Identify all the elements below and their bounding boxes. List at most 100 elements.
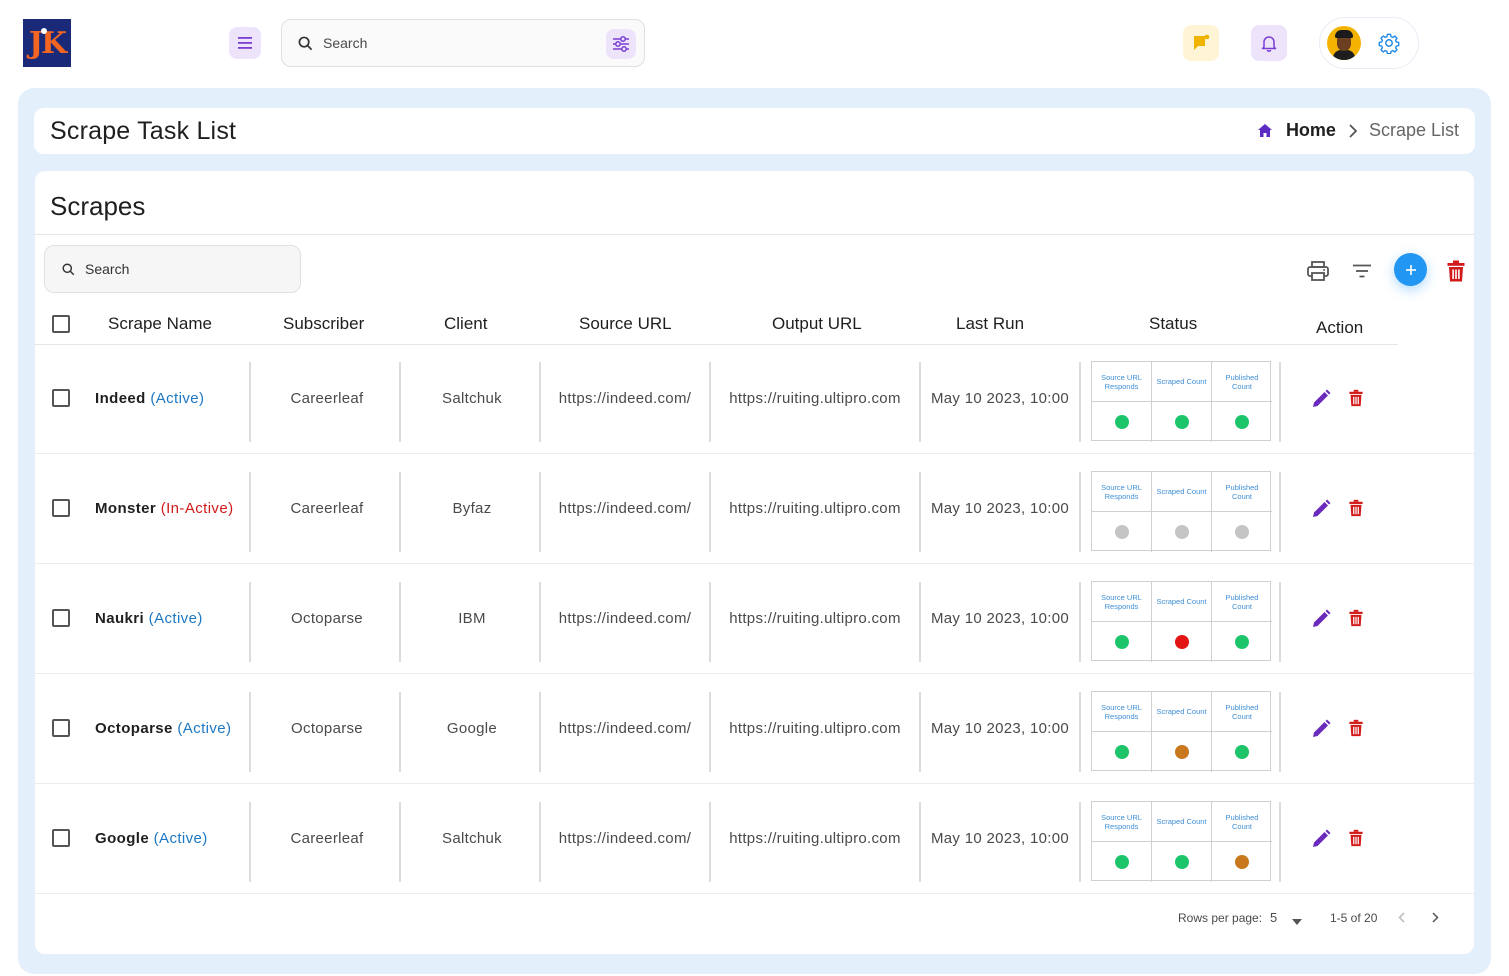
filter-button[interactable]: [1348, 257, 1376, 285]
col-scrape-name[interactable]: Scrape Name: [108, 314, 212, 333]
edit-button[interactable]: [1311, 829, 1331, 849]
status-indicators: Source URL Responds Scraped Count Publishe…: [1091, 361, 1272, 442]
profile-menu[interactable]: [1319, 17, 1419, 69]
row-checkbox[interactable]: [52, 389, 70, 407]
column-divider: [399, 582, 401, 662]
status-cell: [1092, 512, 1152, 552]
cell-output-url: https://ruiting.ultipro.com: [729, 720, 901, 737]
print-button[interactable]: [1304, 257, 1332, 285]
cell-source-url: https://indeed.com/: [558, 390, 692, 407]
column-divider: [1079, 362, 1081, 442]
row-checkbox[interactable]: [52, 719, 70, 737]
status-dot-red: [1174, 635, 1189, 649]
status-dot-green: [1114, 635, 1129, 649]
chevron-down-icon[interactable]: [1292, 914, 1302, 928]
row-checkbox[interactable]: [52, 499, 70, 517]
column-divider: [539, 692, 541, 772]
table-row[interactable]: Google (Active) Careerleaf Saltchuk https:/…: [35, 786, 1474, 894]
scrape-name[interactable]: Indeed (Active): [95, 390, 204, 407]
select-all-checkbox[interactable]: [52, 315, 70, 333]
column-divider: [709, 362, 711, 442]
global-search-placeholder: Search: [323, 35, 368, 51]
status-label-published: Published Count: [1212, 582, 1272, 622]
status-dot-green: [1235, 415, 1249, 429]
delete-button[interactable]: [1349, 388, 1367, 408]
column-divider: [1079, 692, 1081, 772]
scrape-name[interactable]: Naukri (Active): [95, 610, 203, 627]
delete-button[interactable]: [1349, 718, 1367, 738]
col-status[interactable]: Status: [1149, 314, 1198, 333]
delete-button[interactable]: [1349, 828, 1367, 848]
app-logo[interactable]: JK: [23, 19, 71, 67]
menu-button[interactable]: [229, 27, 261, 59]
row-checkbox[interactable]: [52, 829, 70, 847]
cell-output-url: https://ruiting.ultipro.com: [729, 830, 901, 847]
table-search-input[interactable]: Search: [44, 245, 301, 293]
cell-last-run: May 10 2023, 10:00: [931, 830, 1069, 847]
trash-icon: [1349, 499, 1363, 517]
add-scrape-button[interactable]: [1394, 253, 1427, 286]
notifications-button[interactable]: [1251, 25, 1287, 61]
col-last-run[interactable]: Last Run: [956, 314, 1025, 333]
prev-page-button[interactable]: [1398, 912, 1405, 926]
cell-client: IBM: [458, 610, 486, 627]
avatar[interactable]: [1327, 26, 1361, 60]
column-divider: [399, 802, 401, 882]
col-client[interactable]: Client: [444, 314, 488, 333]
page-title: Scrape Task List: [50, 117, 237, 145]
scrape-name[interactable]: Octoparse (Active): [95, 720, 231, 737]
column-divider: [399, 472, 401, 552]
status-label-published: Published Count: [1212, 802, 1272, 842]
delete-button[interactable]: [1349, 498, 1367, 518]
col-subscriber[interactable]: Subscriber: [283, 314, 365, 333]
next-page-button[interactable]: [1432, 912, 1439, 926]
edit-button[interactable]: [1311, 499, 1331, 519]
edit-button[interactable]: [1311, 609, 1331, 629]
status-dot-green: [1174, 415, 1189, 429]
status-cell: [1092, 402, 1152, 442]
cell-client: Google: [446, 720, 498, 737]
status-label-scraped: Scraped Count: [1152, 802, 1212, 842]
bulk-delete-button[interactable]: [1442, 257, 1470, 285]
table-row[interactable]: Naukri (Active) Octoparse IBM https://indee…: [35, 566, 1474, 674]
global-search-input[interactable]: Search: [281, 19, 645, 67]
table-header: Scrape Name Subscriber Client Source URL…: [35, 301, 1398, 345]
search-filter-button[interactable]: [606, 29, 636, 59]
table-row[interactable]: Octoparse (Active) Octoparse Google https:/…: [35, 676, 1474, 784]
column-divider: [1279, 582, 1281, 662]
edit-button[interactable]: [1311, 389, 1331, 409]
gear-icon[interactable]: [1378, 32, 1400, 54]
status-label-source: Source URL Responds: [1092, 582, 1152, 622]
messages-button[interactable]: [1183, 25, 1219, 61]
column-divider: [709, 472, 711, 552]
card-title: Scrapes: [50, 191, 146, 221]
column-divider: [539, 362, 541, 442]
print-icon: [1307, 261, 1329, 281]
scrape-name[interactable]: Google (Active): [95, 830, 208, 847]
trash-icon: [1349, 829, 1363, 847]
status-label-source: Source URL Responds: [1092, 802, 1152, 842]
breadcrumb-home[interactable]: Home: [1285, 120, 1336, 140]
pencil-icon: [1313, 829, 1331, 847]
status-cell: [1152, 622, 1212, 662]
row-checkbox[interactable]: [52, 609, 70, 627]
column-divider: [1279, 692, 1281, 772]
column-divider: [1079, 582, 1081, 662]
table-row[interactable]: Monster (In-Active) Careerleaf Byfaz https:…: [35, 456, 1474, 564]
scrape-name[interactable]: Monster (In-Active): [95, 500, 233, 517]
scrapes-card: Scrapes Search Scrape Name Subscriber Cl…: [35, 171, 1474, 954]
status-cell: [1092, 622, 1152, 662]
trash-icon: [1447, 260, 1465, 282]
col-output-url[interactable]: Output URL: [772, 314, 862, 333]
edit-button[interactable]: [1311, 719, 1331, 739]
column-divider: [919, 582, 921, 662]
table-row[interactable]: Indeed (Active) Careerleaf Saltchuk https:/…: [35, 346, 1474, 454]
rows-per-page-select[interactable]: 5: [1270, 910, 1278, 925]
status-cell: [1212, 732, 1272, 772]
cell-client: Saltchuk: [442, 830, 502, 847]
col-source-url[interactable]: Source URL: [579, 314, 672, 333]
delete-button[interactable]: [1349, 608, 1367, 628]
home-icon[interactable]: [1257, 124, 1272, 137]
column-divider: [1279, 362, 1281, 442]
status-cell: [1212, 402, 1272, 442]
